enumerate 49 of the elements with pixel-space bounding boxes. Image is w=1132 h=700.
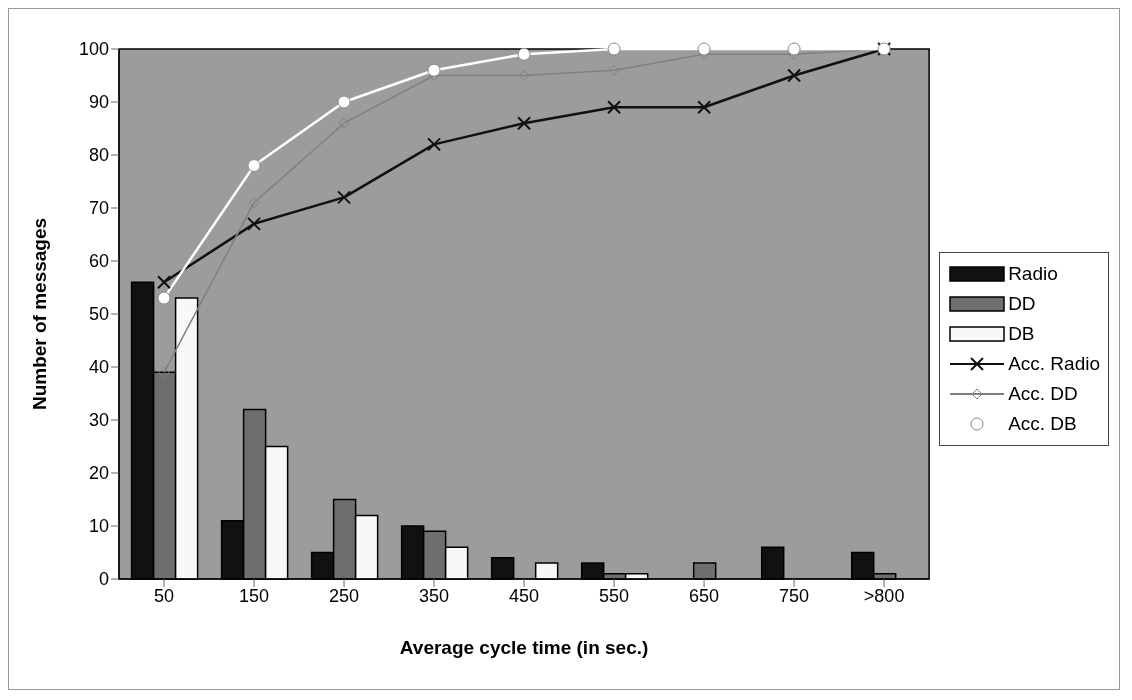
- x-tick-label: 750: [779, 585, 810, 606]
- x-tick-label: >800: [863, 585, 905, 606]
- legend-label: DB: [1008, 323, 1035, 345]
- legend-label: Radio: [1008, 263, 1058, 285]
- point: [338, 117, 350, 129]
- point: [427, 137, 442, 152]
- point: [607, 42, 621, 56]
- x-tick-label: 650: [689, 585, 720, 606]
- y-axis-title: Number of messages: [28, 217, 50, 411]
- point: [787, 68, 802, 83]
- y-tick-label: 70: [88, 198, 109, 219]
- x-tick-label: 250: [329, 585, 360, 606]
- legend-label: Acc. Radio: [1008, 353, 1100, 375]
- point: [517, 116, 532, 131]
- x-tick-label: 550: [599, 585, 630, 606]
- point: [247, 159, 261, 173]
- point: [518, 70, 530, 81]
- point: [157, 291, 171, 305]
- y-tick-label: 10: [88, 516, 109, 537]
- point: [517, 47, 531, 61]
- y-tick-label: 90: [88, 92, 109, 113]
- y-tick-label: 100: [78, 39, 109, 60]
- point: [337, 190, 352, 205]
- y-tick-label: 30: [88, 410, 109, 431]
- point: [427, 63, 441, 77]
- y-tick-label: 40: [88, 357, 109, 378]
- legend-label: DD: [1008, 293, 1036, 315]
- point: [607, 100, 622, 115]
- point: [248, 197, 260, 209]
- x-tick-label: 150: [239, 585, 270, 606]
- x-tick-label: 350: [419, 585, 450, 606]
- y-tick-label: 80: [88, 145, 109, 166]
- point: [247, 216, 262, 231]
- y-tick-label: 20: [88, 463, 109, 484]
- legend-label: Acc. DB: [1008, 413, 1077, 435]
- point: [697, 100, 712, 115]
- x-axis-title: Average cycle time (in sec.): [399, 637, 649, 658]
- x-tick-label: 450: [509, 585, 540, 606]
- y-tick-label: 60: [88, 251, 109, 272]
- point: [158, 366, 170, 378]
- x-tick-label: 50: [153, 585, 175, 606]
- point: [337, 95, 351, 109]
- legend-label: Acc. DD: [1008, 383, 1078, 405]
- point: [697, 42, 711, 56]
- point: [157, 275, 172, 290]
- point: [787, 42, 801, 56]
- y-tick-label: 0: [98, 569, 109, 590]
- y-tick-label: 50: [88, 304, 109, 325]
- point: [608, 64, 620, 76]
